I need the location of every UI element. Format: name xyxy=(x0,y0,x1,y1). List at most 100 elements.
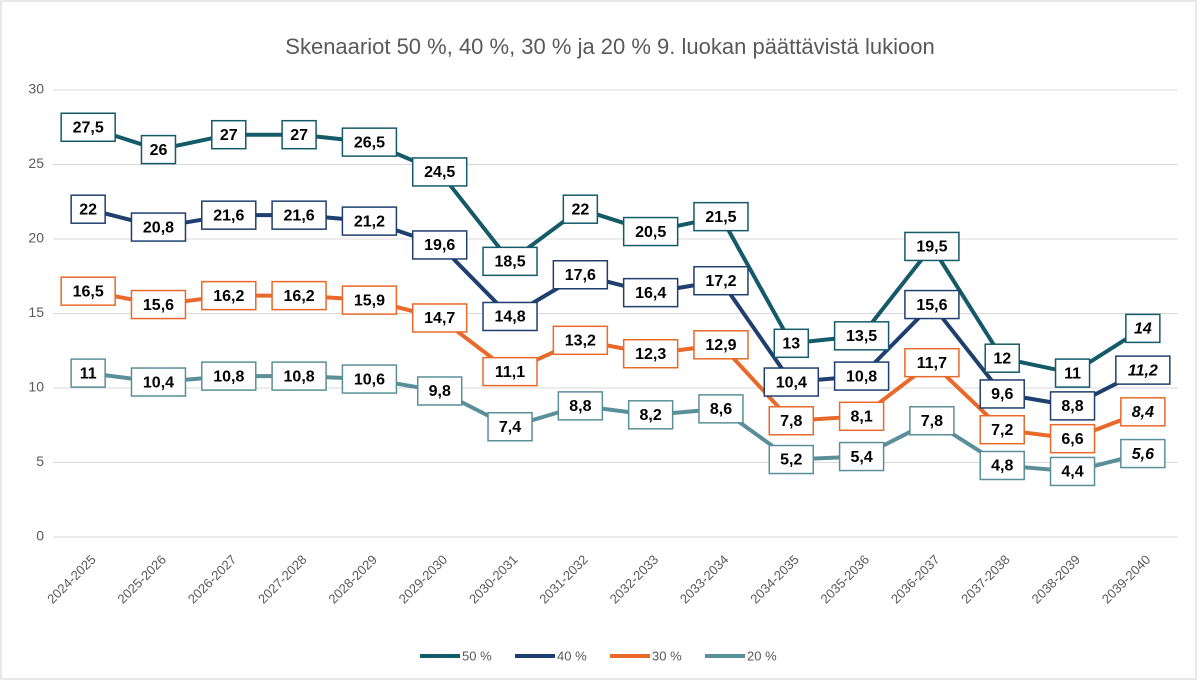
data-label: 27 xyxy=(281,119,317,150)
data-label: 4,4 xyxy=(1049,456,1096,487)
data-label-text: 8,1 xyxy=(850,409,872,426)
data-label-text: 16,5 xyxy=(73,283,104,300)
data-label-box xyxy=(1125,313,1161,344)
data-label: 13,2 xyxy=(552,325,609,356)
data-label: 21,5 xyxy=(693,201,749,232)
data-label-box xyxy=(1049,391,1096,421)
data-label: 16,2 xyxy=(271,280,327,311)
data-label-box xyxy=(60,112,116,142)
data-label-text: 15,6 xyxy=(916,297,947,314)
data-label-text: 8,6 xyxy=(710,401,732,418)
data-label-text: 13,5 xyxy=(846,328,877,345)
data-label-box xyxy=(979,450,1025,481)
data-label-box xyxy=(693,330,749,360)
data-label: 10,4 xyxy=(763,367,820,397)
data-label-text: 22 xyxy=(79,201,97,218)
data-label-box xyxy=(627,400,674,430)
data-label-box xyxy=(201,280,257,311)
data-label: 9,8 xyxy=(416,376,463,406)
data-label: 10,6 xyxy=(341,364,398,394)
y-tick-label: 25 xyxy=(28,155,44,171)
data-label-text: 10,4 xyxy=(776,374,807,391)
data-label-text: 5,2 xyxy=(780,452,802,469)
data-label-text: 11 xyxy=(80,365,97,382)
data-label: 8,8 xyxy=(1049,391,1096,421)
data-label-box xyxy=(416,376,463,406)
data-label: 24,5 xyxy=(411,157,468,187)
data-label-text: 17,2 xyxy=(705,273,736,290)
data-label-box xyxy=(341,285,398,315)
data-label: 21,2 xyxy=(341,206,398,236)
data-label-box xyxy=(130,367,187,397)
data-label: 17,6 xyxy=(552,260,609,290)
data-label-text: 7,8 xyxy=(921,413,943,430)
data-label: 5,6 xyxy=(1120,438,1166,469)
data-label: 4,8 xyxy=(979,450,1025,481)
data-label-box xyxy=(698,394,744,424)
data-label-text: 26 xyxy=(150,142,168,159)
data-label: 10,4 xyxy=(130,367,187,397)
data-label-text: 7,8 xyxy=(780,413,802,430)
data-label-text: 13,2 xyxy=(565,333,596,350)
data-label-text: 11,2 xyxy=(1128,362,1158,379)
data-label-text: 26,5 xyxy=(354,134,385,151)
data-label-text: 14,7 xyxy=(424,310,455,327)
data-label-text: 11,1 xyxy=(495,364,525,381)
data-label-box xyxy=(768,444,815,475)
data-label-text: 14,8 xyxy=(494,309,525,326)
data-label: 19,5 xyxy=(904,231,960,262)
data-label-text: 27 xyxy=(220,127,238,144)
data-label: 8,2 xyxy=(627,400,674,430)
data-label-text: 7,2 xyxy=(991,422,1013,439)
data-label: 26,5 xyxy=(341,127,398,157)
data-label: 12,3 xyxy=(622,338,679,369)
data-label-box xyxy=(1054,358,1091,388)
data-label-text: 10,4 xyxy=(143,374,174,391)
data-label: 12 xyxy=(984,343,1020,373)
data-label-box xyxy=(341,206,398,236)
data-label-box xyxy=(70,358,106,388)
data-label-text: 4,8 xyxy=(991,458,1013,475)
data-label-box xyxy=(984,343,1020,373)
data-label-box xyxy=(904,347,960,378)
data-label: 19,6 xyxy=(411,230,468,260)
y-tick-label: 30 xyxy=(28,81,44,97)
data-label-box xyxy=(979,379,1025,409)
data-label-text: 9,6 xyxy=(991,386,1013,403)
data-label: 5,2 xyxy=(768,444,815,475)
data-label-text: 18,5 xyxy=(494,254,525,271)
data-label-box xyxy=(271,200,327,230)
data-label-box xyxy=(552,260,609,290)
data-label-text: 12 xyxy=(993,350,1011,367)
data-label: 11 xyxy=(1054,358,1091,388)
data-label-box xyxy=(211,119,247,150)
data-label-box xyxy=(693,265,749,296)
data-label-text: 6,6 xyxy=(1061,431,1083,448)
data-label: 7,8 xyxy=(768,406,815,436)
series-line xyxy=(87,207,1144,408)
data-label-text: 27,5 xyxy=(73,119,104,136)
data-label-text: 24,5 xyxy=(424,164,455,181)
data-label: 18,5 xyxy=(482,246,538,277)
data-label: 11,2 xyxy=(1115,355,1171,385)
data-label: 16,5 xyxy=(60,276,116,306)
data-label: 20,8 xyxy=(130,212,187,242)
data-label: 10,8 xyxy=(201,361,257,391)
data-label-box xyxy=(904,289,960,320)
y-tick-label: 5 xyxy=(36,453,44,469)
data-label-text: 5,4 xyxy=(850,449,872,466)
data-label-text: 4,4 xyxy=(1061,464,1083,481)
data-label: 15,9 xyxy=(341,285,398,315)
data-label-text: 14 xyxy=(1134,321,1152,338)
data-label: 10,8 xyxy=(833,361,890,391)
data-label-text: 13 xyxy=(782,336,800,353)
data-label-box xyxy=(482,301,538,332)
data-label-text: 19,5 xyxy=(916,239,947,256)
data-label: 8,4 xyxy=(1120,397,1166,427)
data-label-text: 11,7 xyxy=(917,355,947,372)
data-label: 8,1 xyxy=(838,401,885,432)
data-label-box xyxy=(271,361,327,391)
data-label-text: 9,8 xyxy=(429,383,451,400)
data-label: 8,6 xyxy=(698,394,744,424)
